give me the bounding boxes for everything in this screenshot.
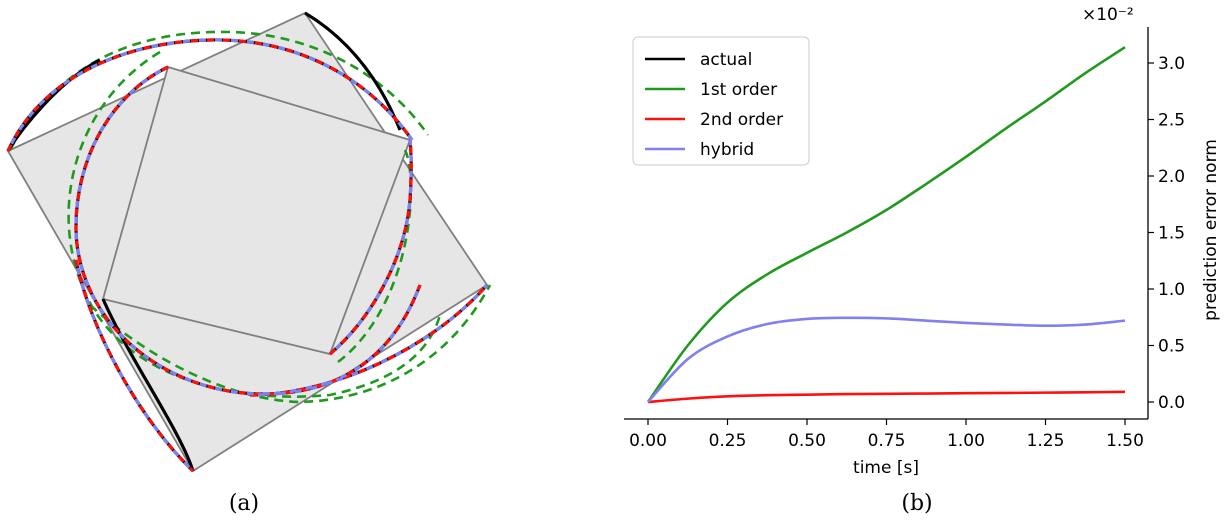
second-order-main-circle: [74, 65, 422, 396]
actual-bottom-arc: [101, 298, 195, 472]
series-line-2nd-order: [647, 390, 1126, 404]
hybrid-right-arc: [328, 139, 413, 356]
panel-a-caption: (a): [229, 491, 259, 516]
legend-box: [632, 36, 810, 166]
x-axis-title: time [s]: [853, 458, 919, 478]
first-order-lower-arc: [89, 284, 492, 404]
hybrid-lower-right-arc: [249, 283, 489, 397]
panel-a-illustration: (a): [6, 11, 492, 516]
legend-label-actual: actual: [700, 50, 752, 70]
legend-label-hybrid: hybrid: [700, 140, 754, 160]
panel-b-chart: 0.00 0.25 0.50 0.75 1.00 1.25 1.50 0.0 0.5 1.0 1.…: [624, 5, 1221, 516]
legend: actual 1st order 2nd order hybrid: [632, 36, 810, 166]
x-tick-label: 0.25: [709, 431, 747, 451]
y-ticks: 0.0 0.5 1.0 1.5 2.0 2.5 3.0: [1148, 54, 1185, 413]
y-scale-multiplier: ×10⁻²: [1082, 5, 1134, 25]
hybrid-curves: [6, 38, 489, 473]
x-tick-label: 1.00: [947, 431, 985, 451]
y-tick-label: 0.5: [1158, 337, 1185, 357]
y-tick-label: 2.0: [1158, 167, 1185, 187]
first-order-main-circle: [67, 50, 442, 398]
hybrid-bottom-left-arc: [74, 259, 195, 473]
legend-entries: actual 1st order 2nd order hybrid: [645, 50, 783, 160]
second-order-curves: [6, 38, 489, 473]
second-order-lower-right-arc: [249, 283, 489, 397]
x-tick-label: 1.50: [1106, 431, 1144, 451]
legend-label-2nd-order: 2nd order: [700, 110, 783, 130]
x-tick-label: 0.75: [868, 431, 906, 451]
legend-label-1st-order: 1st order: [700, 80, 777, 100]
x-tick-label: 0.00: [629, 431, 667, 451]
y-tick-label: 1.0: [1158, 280, 1185, 300]
y-tick-label: 2.5: [1158, 111, 1185, 131]
first-order-upper-arc: [8, 30, 430, 151]
actual-top-right-arc: [304, 11, 402, 131]
second-order-upper-arc: [6, 38, 414, 152]
y-tick-label: 3.0: [1158, 54, 1185, 74]
panel-b-caption: (b): [901, 491, 932, 516]
series-line-1st-order: [646, 46, 1126, 403]
series-line-hybrid: [647, 316, 1126, 403]
y-tick-label: 0.0: [1158, 393, 1185, 413]
y-tick-label: 1.5: [1158, 224, 1185, 244]
y-axis-title: prediction error norm: [1201, 139, 1221, 321]
x-tick-label: 0.50: [788, 431, 826, 451]
series-lines: [646, 46, 1126, 404]
x-ticks: 0.00 0.25 0.50 0.75 1.00 1.25 1.50: [629, 419, 1144, 451]
x-tick-label: 1.25: [1027, 431, 1065, 451]
hybrid-main-circle: [74, 65, 422, 396]
